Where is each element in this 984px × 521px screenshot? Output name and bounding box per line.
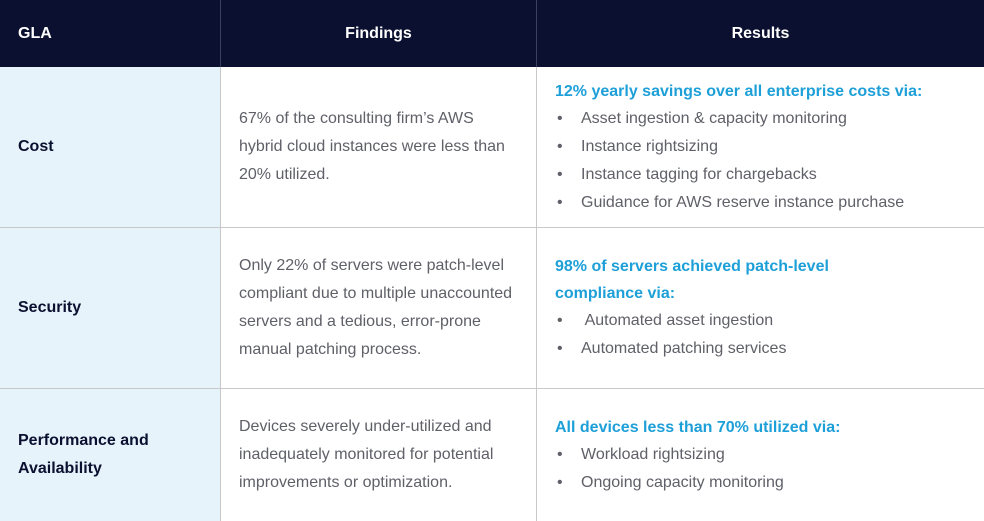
header-findings: Findings: [221, 0, 537, 67]
bullet-icon: •: [557, 340, 563, 357]
gla-cell-cost: Cost: [0, 67, 221, 228]
list-item-text: Automated patching services: [581, 340, 787, 357]
findings-cell-security: Only 22% of servers were patch-level com…: [221, 228, 537, 389]
bullet-icon: •: [557, 193, 563, 211]
header-results: Results: [537, 0, 984, 67]
list-item-text: Ongoing capacity monitoring: [581, 473, 784, 491]
list-item: • Instance tagging for chargebacks: [555, 161, 984, 189]
results-list: • Asset ingestion & capacity monitoring •…: [555, 105, 984, 217]
list-item: • Asset ingestion & capacity monitoring: [555, 105, 984, 133]
list-item: • Instance rightsizing: [555, 133, 984, 161]
bullet-icon: •: [557, 445, 563, 463]
list-item-text: Automated asset ingestion: [581, 312, 774, 329]
results-cell-cost: 12% yearly savings over all enterprise c…: [537, 67, 984, 228]
list-item: • Automated patching services: [555, 335, 984, 363]
gla-label: Performance and Availability: [18, 432, 149, 477]
bullet-icon: •: [557, 137, 563, 155]
gla-cell-security: Security: [0, 228, 221, 389]
findings-cell-cost: 67% of the consulting firm’s AWS hybrid …: [221, 67, 537, 228]
bullet-icon: •: [557, 165, 563, 183]
list-item-text: Asset ingestion & capacity monitoring: [581, 109, 847, 127]
list-item: • Guidance for AWS reserve instance purch…: [555, 189, 984, 217]
results-title: 98% of servers achieved patch-level comp…: [555, 258, 829, 302]
list-item-text: Instance rightsizing: [581, 137, 718, 155]
list-item-text: Workload rightsizing: [581, 445, 725, 463]
findings-text: 67% of the consulting firm’s AWS hybrid …: [239, 110, 505, 183]
results-cell-security: 98% of servers achieved patch-level comp…: [537, 228, 984, 389]
results-cell-performance: All devices less than 70% utilized via: …: [537, 389, 984, 521]
bullet-icon: •: [557, 312, 563, 329]
list-item: • Workload rightsizing: [555, 441, 984, 469]
bullet-icon: •: [557, 473, 563, 491]
results-list: • Automated asset ingestion • Automated p…: [555, 307, 984, 363]
findings-text: Devices severely under-utilized and inad…: [239, 418, 494, 491]
findings-cell-performance: Devices severely under-utilized and inad…: [221, 389, 537, 521]
results-title: All devices less than 70% utilized via:: [555, 418, 841, 436]
list-item-text: Guidance for AWS reserve instance purcha…: [581, 193, 905, 211]
list-item: • Automated asset ingestion: [555, 307, 984, 335]
gla-cell-performance: Performance and Availability: [0, 389, 221, 521]
list-item: • Ongoing capacity monitoring: [555, 469, 984, 497]
header-gla: GLA: [0, 0, 221, 67]
results-list: • Workload rightsizing • Ongoing capacity …: [555, 441, 984, 497]
findings-text: Only 22% of servers were patch-level com…: [239, 257, 513, 358]
results-title: 12% yearly savings over all enterprise c…: [555, 82, 923, 100]
list-item-text: Instance tagging for chargebacks: [581, 165, 817, 183]
bullet-icon: •: [557, 109, 563, 127]
